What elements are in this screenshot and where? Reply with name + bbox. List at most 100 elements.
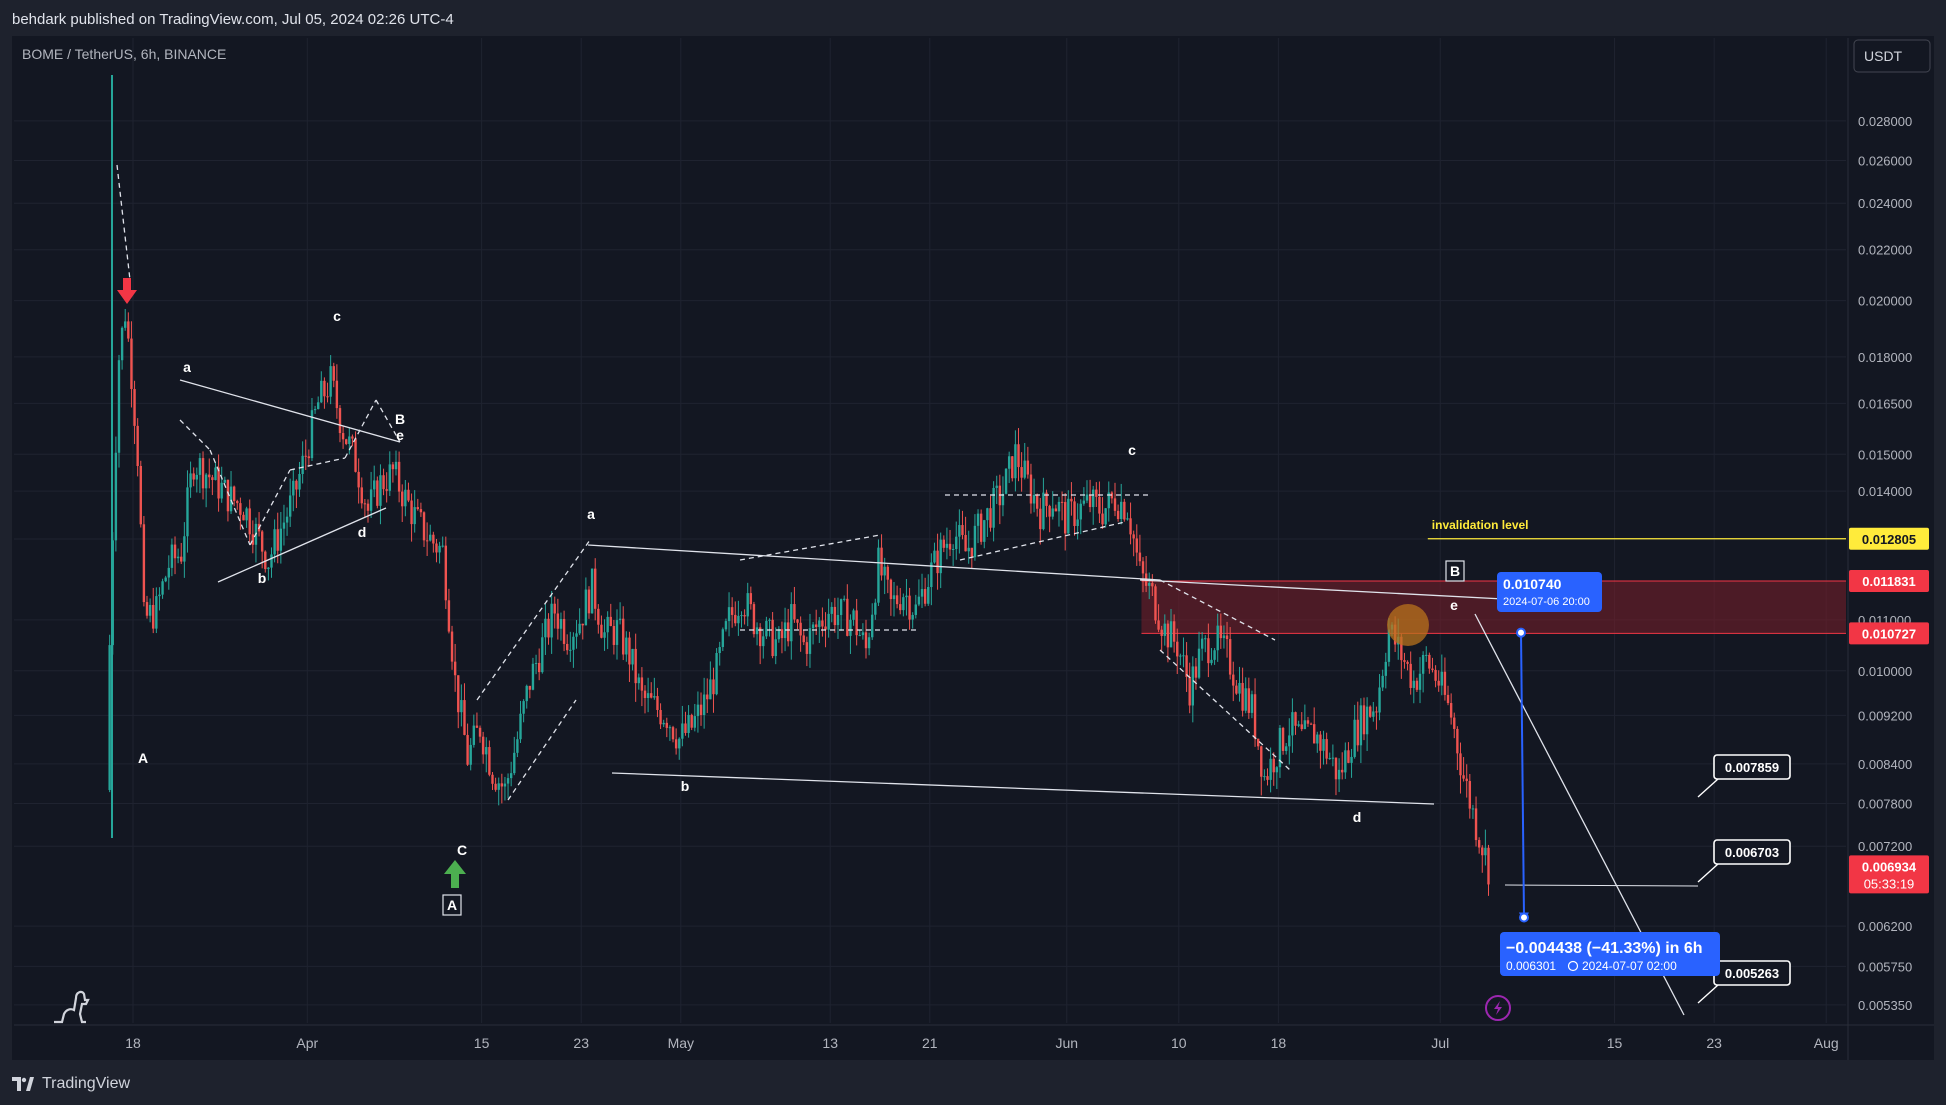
- candle-body: [1014, 444, 1017, 479]
- footer: TradingView: [0, 1062, 1946, 1105]
- candle-body: [1437, 680, 1440, 686]
- candle-body: [1238, 682, 1241, 694]
- callout-box: [1713, 754, 1791, 780]
- horizontal-ray: [1504, 884, 1699, 887]
- y-tick-label: 0.008400: [1858, 757, 1912, 772]
- y-tick-label: 0.005350: [1858, 998, 1912, 1013]
- candle-body: [861, 632, 865, 636]
- candle-body: [967, 547, 970, 552]
- candle-body: [1278, 727, 1282, 768]
- candle-body: [1123, 501, 1126, 520]
- sell-arrow-icon: [117, 278, 137, 304]
- wave-dashed: [476, 539, 591, 701]
- candle-body: [606, 616, 609, 633]
- candle-body: [1098, 496, 1101, 514]
- callout-pointer: [1697, 984, 1719, 1004]
- candle-body: [578, 623, 581, 634]
- candle-body: [1235, 685, 1238, 694]
- candle-body: [1412, 680, 1415, 688]
- candle-body: [497, 783, 500, 790]
- candle-body: [590, 568, 594, 614]
- candle-body: [653, 696, 656, 698]
- candle-body: [1477, 840, 1481, 848]
- candle-body: [491, 774, 494, 784]
- candle-body: [1185, 655, 1188, 677]
- measure-change: −0.004438 (−41.33%) in 6h: [1506, 940, 1703, 957]
- wave-label-b2: b: [681, 778, 690, 794]
- wave-label-B-boxed: B: [1450, 563, 1460, 579]
- candle-body: [1172, 621, 1176, 642]
- candle-body: [267, 567, 270, 570]
- candle-body: [961, 525, 964, 535]
- candle-body: [951, 548, 955, 550]
- candle-body: [1415, 680, 1419, 690]
- time-axis[interactable]: 18 Apr 15 23 May 13 21 Jun 10 18 Jul 15 23 Aug: [125, 1035, 1838, 1051]
- candle-body: [696, 704, 700, 717]
- candle-body: [376, 480, 379, 506]
- candle-body: [1092, 489, 1095, 508]
- candle-body: [1020, 467, 1023, 478]
- candle-body: [391, 464, 395, 470]
- target-callout: 0.005263: [1697, 960, 1791, 1004]
- candle-body: [1350, 756, 1353, 763]
- candle-body: [702, 694, 706, 716]
- lightning-icon[interactable]: [1485, 995, 1511, 1021]
- candle-body: [348, 436, 351, 444]
- candle-body: [457, 675, 460, 713]
- candle-body: [214, 467, 217, 481]
- target-callout: 0.007859: [1697, 754, 1791, 798]
- candle-body: [307, 456, 311, 459]
- candle-body: [1471, 808, 1475, 810]
- candle-body: [805, 642, 809, 654]
- candle-body: [612, 626, 616, 645]
- resistance-zone-rect: [1141, 581, 1846, 634]
- candle-body: [485, 747, 488, 755]
- candle-body: [158, 594, 161, 597]
- candle-body: [1135, 538, 1138, 553]
- y-tick-label: 0.007200: [1858, 839, 1912, 854]
- candle-body: [867, 637, 871, 649]
- wave-label-B: B: [395, 411, 405, 427]
- candle-body: [1200, 638, 1204, 649]
- candle-body: [979, 513, 983, 542]
- candle-body: [1260, 746, 1263, 777]
- candle-body: [1228, 639, 1232, 675]
- candle-body: [1303, 720, 1307, 730]
- candle-body: [930, 562, 933, 588]
- candle-body: [911, 614, 914, 620]
- dino-icon[interactable]: [54, 990, 90, 1024]
- candle-body: [1045, 492, 1048, 506]
- candle-body: [201, 458, 205, 489]
- candle-body: [354, 438, 357, 472]
- wave-label-A: A: [138, 750, 148, 766]
- candle-body: [1082, 500, 1086, 504]
- candle-body: [124, 321, 127, 328]
- wave-label-C: C: [457, 842, 467, 858]
- candle-body: [712, 679, 715, 695]
- candle-body: [1465, 778, 1468, 782]
- measure-tool: 0.010740 2024-07-06 20:00 −0.004438 (−41.3…: [1497, 572, 1720, 976]
- candle-body: [438, 545, 441, 553]
- candle-body: [824, 626, 827, 630]
- wave-label-A-boxed: A: [447, 897, 457, 913]
- candle-body: [192, 473, 195, 480]
- candle-body: [715, 653, 718, 695]
- candle-body: [1263, 776, 1266, 778]
- candle-body: [506, 778, 510, 784]
- candle-body: [575, 633, 578, 637]
- candle-body: [662, 722, 665, 725]
- x-tick-label: 10: [1171, 1035, 1187, 1051]
- candle-body: [379, 475, 382, 506]
- candle-body: [839, 599, 843, 615]
- candle-body: [1101, 513, 1104, 525]
- tag-last-price: 0.006934: [1862, 859, 1917, 874]
- tradingview-logo-icon[interactable]: [12, 1076, 34, 1091]
- candle-body: [397, 461, 401, 492]
- candle-body: [1306, 720, 1310, 724]
- x-tick-label: May: [668, 1035, 694, 1051]
- candle-body: [335, 380, 339, 409]
- candle-body: [1250, 694, 1254, 713]
- candle-body: [659, 709, 662, 725]
- currency-button[interactable]: USDT: [1853, 39, 1931, 73]
